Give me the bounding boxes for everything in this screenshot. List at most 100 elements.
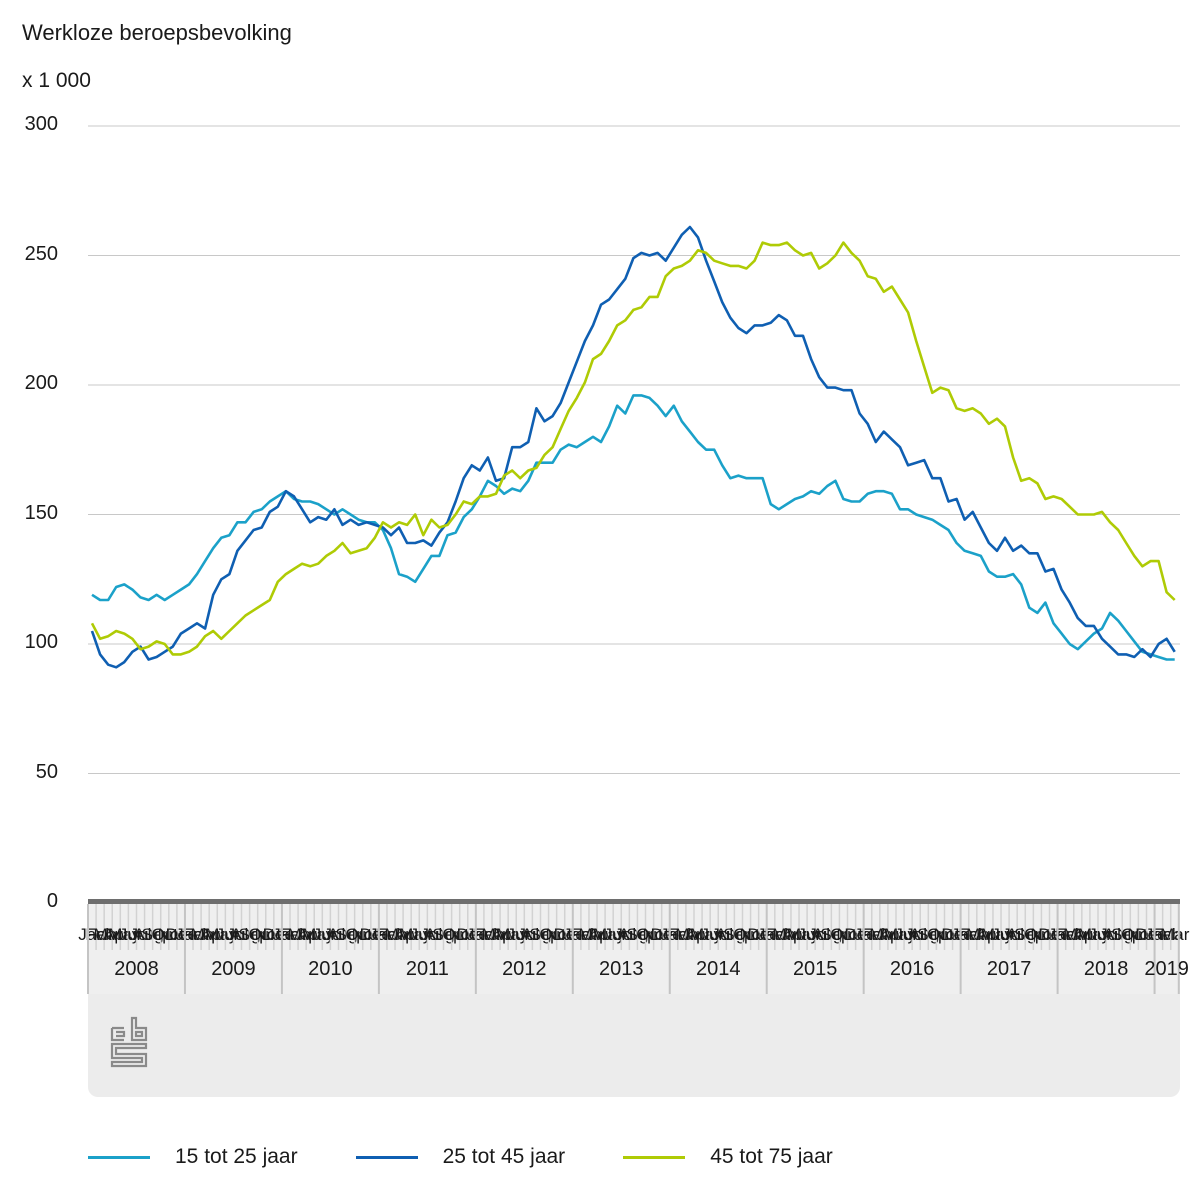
legend-label: 15 tot 25 jaar (175, 1145, 298, 1168)
x-month-label: Sep (626, 925, 656, 944)
x-year-label: 2018 (1083, 958, 1129, 980)
legend-item-15-25[interactable]: 15 tot 25 jaar (88, 1145, 298, 1169)
x-month-label: Mar (578, 925, 608, 944)
x-month-label: Feb (764, 925, 793, 944)
x-month-label: Apr (588, 925, 615, 944)
x-month-label: May (205, 925, 238, 944)
x-month-label: Nov (642, 925, 673, 944)
x-month-label: Dec (457, 925, 488, 944)
x-month-label: Jul (711, 925, 733, 944)
y-tick-label: 200 (24, 372, 58, 394)
x-month-label: Sep (142, 925, 172, 944)
series-line-15-tot-25-jaar[interactable] (91, 394, 1175, 661)
x-month-label: May (302, 925, 335, 944)
x-month-label: Jan (175, 925, 202, 944)
y-tick-label: 150 (24, 501, 58, 524)
x-month-label: Aug (1006, 925, 1036, 944)
x-month-label: Dec (263, 925, 294, 944)
x-month-label: Nov (255, 925, 286, 944)
x-month-label: Feb (473, 925, 502, 944)
x-month-label: Dec (1038, 925, 1069, 944)
x-month-label: Jun (603, 925, 630, 944)
x-month-label: Mar (384, 925, 414, 944)
x-year-label: 2019 (1144, 958, 1189, 980)
x-month-label: Aug (1103, 925, 1133, 944)
x-month-label: Apr (976, 925, 1003, 944)
x-month-label: Jan (369, 925, 396, 944)
x-month-label: Mar (869, 925, 899, 944)
cbs-logo-icon (110, 1016, 148, 1068)
x-month-label: Dec (748, 925, 779, 944)
x-month-label: Jun (216, 925, 243, 944)
x-month-label: May (1078, 925, 1111, 944)
x-year-label: 2011 (405, 958, 449, 980)
x-month-label: Jan (1145, 925, 1172, 944)
x-month-label: Apr (200, 925, 227, 944)
x-month-label: Jul (1099, 925, 1121, 944)
x-month-label: Jan (854, 925, 881, 944)
x-month-label: May (496, 925, 529, 944)
x-month-label: Dec (360, 925, 391, 944)
x-axis-band (88, 899, 1180, 994)
x-month-label: Dec (166, 925, 197, 944)
x-month-label: Aug (327, 925, 357, 944)
x-year-label: 2016 (889, 958, 935, 980)
x-month-label: Feb (182, 925, 211, 944)
x-month-label: Jul (905, 925, 927, 944)
x-month-label: Feb (570, 925, 599, 944)
x-month-label: Oct (830, 925, 857, 944)
x-month-label: Jan (272, 925, 299, 944)
legend: 15 tot 25 jaar 25 tot 45 jaar 45 tot 75 … (88, 1145, 891, 1169)
x-month-label: Mar (1063, 925, 1093, 944)
y-tick-label: 100 (24, 631, 58, 653)
x-month-label: Mar (1160, 925, 1190, 944)
y-tick-label: 300 (24, 113, 58, 135)
x-month-label: Mar (287, 925, 317, 944)
x-month-label: Dec (844, 925, 875, 944)
series-line-45-tot-75-jaar[interactable] (90, 241, 1176, 656)
x-month-label: Feb (1055, 925, 1084, 944)
x-month-label: Jan (563, 925, 590, 944)
x-month-label: Nov (739, 925, 770, 944)
x-month-label: Apr (782, 925, 809, 944)
x-month-label: Mar (966, 925, 996, 944)
x-month-label: Dec (554, 925, 585, 944)
x-month-label: Dec (651, 925, 682, 944)
x-month-label: Nov (158, 925, 189, 944)
x-month-label: Jun (410, 925, 437, 944)
x-month-label: Mar (772, 925, 802, 944)
x-month-label: Feb (1152, 925, 1181, 944)
legend-item-45-75[interactable]: 45 tot 75 jaar (623, 1145, 833, 1169)
x-month-label: May (593, 925, 626, 944)
x-month-label: Jun (797, 925, 824, 944)
x-month-label: Aug (618, 925, 648, 944)
x-month-label: Aug (812, 925, 842, 944)
x-month-label: Sep (529, 925, 559, 944)
y-tick-label: 0 (46, 890, 58, 912)
x-month-label: Oct (345, 925, 372, 944)
x-month-label: Oct (1024, 925, 1051, 944)
x-year-label: 2008 (114, 958, 159, 980)
x-month-label: Jun (991, 925, 1018, 944)
line-chart: JanFebMarAprMayJunJulAugSepOctNovDecJanF… (78, 125, 1190, 994)
x-month-label: May (108, 925, 141, 944)
x-month-label: Aug (521, 925, 551, 944)
x-month-label: Nov (546, 925, 577, 944)
x-month-label: Feb (279, 925, 308, 944)
series-line-25-tot-45-jaar[interactable] (90, 225, 1176, 669)
x-month-label: Oct (636, 925, 663, 944)
x-month-label: Apr (1073, 925, 1100, 944)
x-month-label: Feb (376, 925, 405, 944)
x-month-label: May (884, 925, 917, 944)
y-axis-unit: x 1 000 (22, 69, 91, 92)
x-month-label: Aug (909, 925, 939, 944)
x-month-label: Feb (861, 925, 890, 944)
x-month-label: Nov (352, 925, 383, 944)
legend-item-25-45[interactable]: 25 tot 45 jaar (355, 1145, 566, 1169)
x-month-label: Jun (700, 925, 727, 944)
x-month-label: Apr (103, 925, 130, 944)
x-month-label: Nov (449, 925, 480, 944)
x-month-label: Mar (675, 925, 705, 944)
legend-label: 25 tot 45 jaar (442, 1145, 566, 1168)
x-axis-line (88, 899, 1180, 904)
